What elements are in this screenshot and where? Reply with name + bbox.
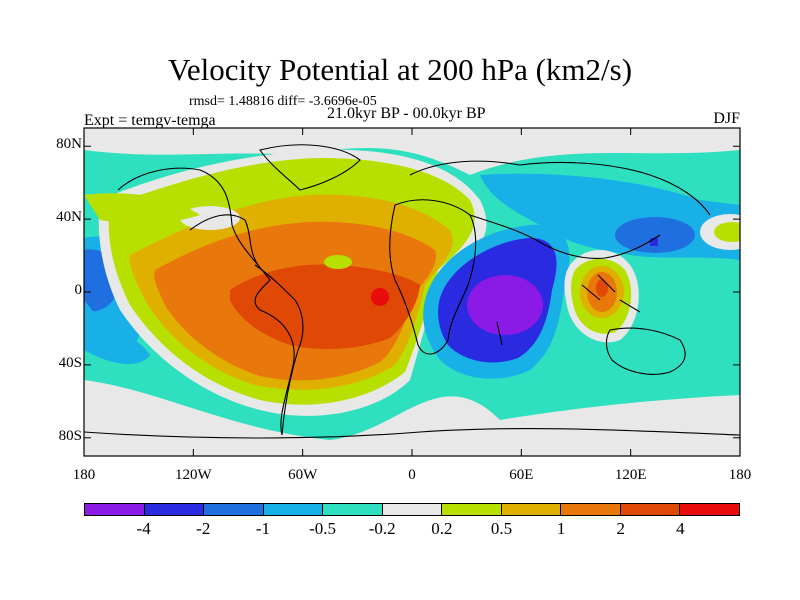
lon-label: 0: [408, 467, 416, 483]
eurasia-south-coastline: [469, 214, 661, 259]
rmsd-text: rmsd= 1.48816 diff= -3.6696e-05: [189, 94, 377, 109]
lat-label: 80S: [58, 427, 82, 444]
colorbar-label: -4: [136, 519, 151, 538]
colorbar-label: -1: [255, 519, 270, 538]
colorbar-label: 1: [556, 519, 566, 538]
positive-2-region: [230, 264, 420, 350]
northwest-positive-band: [84, 193, 200, 224]
lat-label: 40S: [58, 354, 82, 371]
colorbar: [84, 503, 740, 516]
australia-coastline: [605, 327, 686, 375]
far-east-positive: [714, 222, 740, 242]
colorbar-label: -0.5: [309, 519, 336, 538]
colorbar-label: -0.2: [368, 519, 396, 538]
negative-4-core: [467, 275, 543, 335]
coastlines: [84, 144, 740, 439]
colorbar-label: 0.2: [431, 519, 453, 538]
colorbar-segment: [382, 504, 443, 515]
contour-fill-layer: [84, 128, 740, 456]
experiment-text: Expt = temgv-temga: [84, 112, 216, 129]
colorbar-segment: [620, 504, 681, 515]
lon-label: 60W: [288, 467, 318, 483]
colorbar-segment: [144, 504, 205, 515]
colorbar-segment: [323, 504, 383, 515]
south-america-coastline: [254, 264, 304, 436]
colorbar-segment: [442, 504, 502, 515]
lon-label: 180: [728, 467, 752, 483]
colorbar-segment: [204, 504, 264, 515]
colorbar-label: 0.5: [490, 519, 513, 538]
colorbar-label: -2: [196, 519, 211, 538]
maritime-core: [596, 279, 608, 297]
north-pacific-negative-spot: [650, 238, 658, 246]
axis-ticks: [83, 128, 741, 456]
colorbar-segment: [85, 504, 145, 515]
lat-label: 80N: [56, 136, 82, 153]
season-text: DJF: [713, 110, 740, 127]
positive-4-core: [371, 288, 389, 306]
madagascar-coastline: [496, 321, 503, 346]
arctic-neutral-region: [84, 128, 740, 175]
lon-label: 60E: [509, 467, 534, 483]
eurasia-north-coastline: [409, 160, 711, 216]
lon-label: 120E: [614, 467, 647, 483]
colorbar-segment: [561, 504, 621, 515]
lat-label: 40N: [56, 209, 82, 226]
southern-neutral-region: [84, 380, 740, 456]
colorbar-segment: [501, 504, 562, 515]
colorbar-label: 4: [676, 519, 685, 538]
north-pacific-negative-core: [615, 217, 695, 253]
greenland-coastline: [259, 144, 361, 191]
antarctica-coastline: [84, 428, 740, 439]
lon-label: 120W: [174, 467, 212, 483]
lat-label: 0: [74, 282, 83, 298]
africa-coastline: [389, 199, 477, 355]
lon-label: 180: [72, 467, 96, 483]
north-america-east-coast: [189, 214, 259, 266]
colorbar-segment: [263, 504, 324, 515]
maritime-islands: [581, 274, 641, 313]
plot-title: Velocity Potential at 200 hPa (km2/s): [167, 52, 633, 87]
colorbar-segment: [680, 504, 740, 515]
colorbar-label: 2: [616, 519, 625, 538]
period-text: 21.0kyr BP - 00.0kyr BP: [327, 105, 486, 122]
positive-local-minimum: [324, 255, 352, 269]
southeast-pacific-negative: [84, 300, 150, 365]
